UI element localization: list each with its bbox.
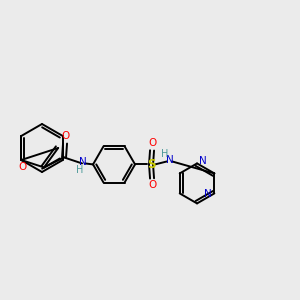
Text: S: S [147, 158, 155, 171]
Text: O: O [148, 180, 156, 190]
Text: N: N [166, 155, 174, 165]
Text: N: N [79, 158, 87, 167]
Text: N: N [205, 189, 212, 200]
Text: N: N [199, 156, 207, 167]
Text: H: H [76, 165, 84, 176]
Text: H: H [161, 149, 169, 159]
Text: O: O [61, 131, 69, 141]
Text: O: O [148, 138, 156, 148]
Text: O: O [18, 162, 26, 172]
